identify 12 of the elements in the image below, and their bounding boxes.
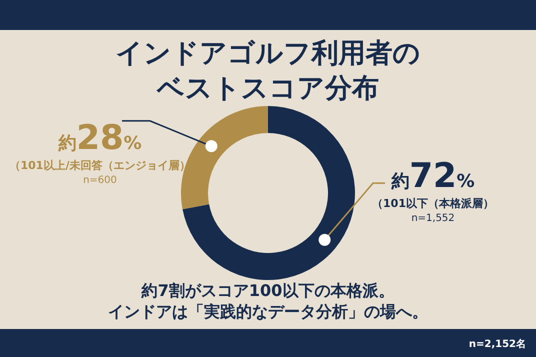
text: n=1,552 [411,213,455,224]
text: 約7割がスコア100以下の本格派。 [140,281,394,300]
chart-subtitle: ベストスコア分布 [156,73,379,104]
slice-label: （101以上/未回答（エンジョイ層） [10,158,190,172]
text: n=600 [83,174,117,186]
data-label: 約28% [57,118,142,158]
data-label: 約72% [390,156,475,196]
slice-label: （101以下（本格派層） [372,197,494,210]
text: インドアは「実践的なデータ分析」の場へ。 [108,302,428,321]
text: n=2,152名 [468,338,526,350]
chart-title: インドアゴルフ利用者の [116,38,420,69]
donut-slice [182,106,355,280]
